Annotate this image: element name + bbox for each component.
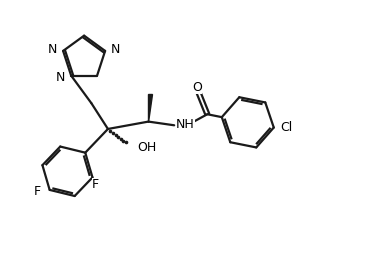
Text: N: N <box>48 42 57 56</box>
Text: N: N <box>56 71 65 84</box>
Text: F: F <box>33 185 40 198</box>
Text: N: N <box>111 42 120 56</box>
Text: Cl: Cl <box>280 121 293 134</box>
Text: NH: NH <box>176 118 195 131</box>
Text: F: F <box>92 177 99 191</box>
Text: O: O <box>192 81 202 93</box>
Polygon shape <box>149 94 152 122</box>
Text: OH: OH <box>137 141 156 154</box>
